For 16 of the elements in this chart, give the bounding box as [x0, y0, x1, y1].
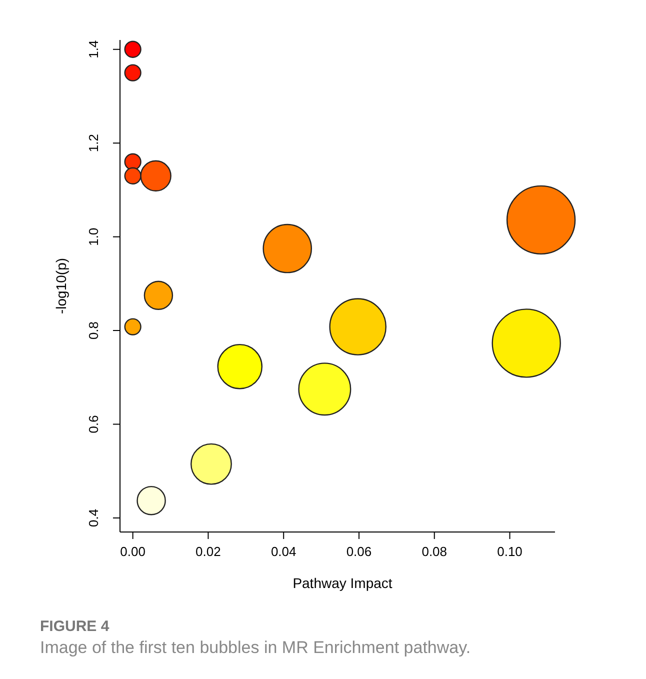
y-tick-label: 1.0 — [86, 228, 101, 246]
x-tick-label: 0.00 — [120, 544, 146, 559]
text: Image of the first ten bubbles in MR Enrichment pathway. — [40, 638, 471, 657]
y-tick-label: 0.6 — [86, 415, 101, 434]
x-tick-label: 0.02 — [196, 544, 221, 559]
caption: FIGURE 4 — [40, 618, 110, 635]
y-axis-title: -log10(p) — [53, 258, 69, 314]
y-tick-label: 0.8 — [86, 321, 101, 340]
x-tick-label: 0.08 — [422, 544, 448, 559]
x-tick-label: 0.06 — [346, 544, 372, 559]
x-tick-label: 0.10 — [497, 544, 522, 559]
y-tick-label: 1.4 — [86, 40, 101, 58]
x-tick-label: 0.04 — [270, 544, 296, 559]
x-axis-title: Pathway Impact — [292, 575, 392, 591]
y-tick-label: 0.4 — [86, 508, 101, 527]
y-tick-label: 1.2 — [86, 134, 101, 152]
